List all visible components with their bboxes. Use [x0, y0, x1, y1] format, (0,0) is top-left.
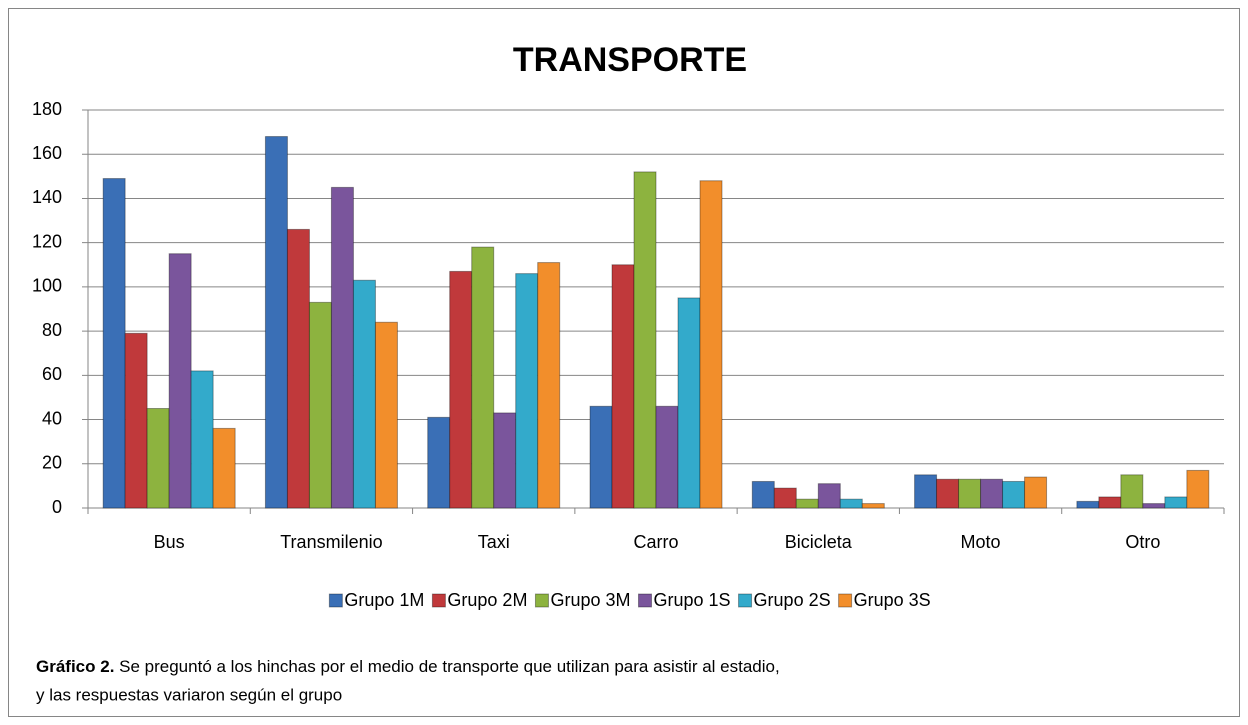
bar [611, 264, 635, 509]
legend-swatch [534, 593, 549, 608]
bar [1164, 496, 1188, 509]
bar [1024, 476, 1048, 509]
bar [817, 483, 841, 509]
bar [124, 332, 148, 509]
legend: Grupo 1M Grupo 2M Grupo 3M Grupo 1S Grupo 2S… [328, 590, 931, 610]
caption-text: Se preguntó a los hinchas por el medio d… [114, 657, 779, 676]
x-tick-label: Otro [1125, 532, 1160, 552]
bar [493, 412, 517, 509]
chart-title: TRANSPORTE [513, 41, 747, 79]
bar [1002, 480, 1026, 509]
x-tick-label: Bus [154, 532, 185, 552]
y-tick-label: 80 [42, 320, 62, 340]
bar [374, 321, 398, 509]
x-tick-label: Moto [961, 532, 1001, 552]
bar [427, 416, 451, 509]
legend-label: Grupo 2M [447, 590, 527, 610]
bar [980, 478, 1004, 509]
bar [914, 474, 938, 509]
bar [308, 301, 332, 509]
legend-label: Grupo 3M [550, 590, 630, 610]
bar [352, 279, 376, 509]
y-tick-label: 160 [32, 143, 62, 163]
y-tick-label: 100 [32, 276, 62, 296]
y-tick-label: 40 [42, 408, 62, 428]
bar [537, 262, 561, 509]
bar [515, 273, 539, 509]
bar [773, 487, 797, 509]
bar [699, 180, 723, 509]
legend-swatch [328, 593, 343, 608]
y-tick-label: 120 [32, 231, 62, 251]
bar [330, 186, 354, 509]
y-tick-label: 60 [42, 364, 62, 384]
x-tick-label: Bicicleta [785, 532, 853, 552]
legend-label: Grupo 3S [854, 590, 931, 610]
legend-swatch [431, 593, 446, 608]
bar [212, 427, 236, 509]
legend-swatch [738, 593, 753, 608]
bar [839, 498, 863, 509]
y-tick-label: 180 [32, 99, 62, 119]
legend-label: Grupo 1M [344, 590, 424, 610]
legend-swatch [638, 593, 652, 608]
bar [1120, 474, 1144, 509]
bar [861, 503, 885, 509]
y-tick-label: 140 [32, 187, 62, 207]
bar [795, 498, 819, 509]
x-tick-label: Transmilenio [280, 532, 382, 552]
caption-label: Gráfico 2. [36, 657, 114, 676]
bar [449, 270, 473, 509]
bar [264, 136, 288, 509]
bar [936, 478, 960, 509]
bar [168, 253, 192, 509]
bar [190, 370, 214, 509]
caption: Gráfico 2. Se preguntó a los hinchas por… [36, 657, 780, 676]
x-tick-label: Carro [633, 532, 678, 552]
bar [146, 408, 170, 509]
bar [1076, 500, 1100, 509]
bar [1142, 503, 1166, 509]
bar [655, 405, 679, 509]
bar [589, 405, 613, 509]
legend-swatch [838, 593, 853, 608]
y-tick-label: 0 [52, 497, 62, 517]
bar [958, 478, 982, 509]
bar [677, 297, 701, 509]
bar [286, 228, 310, 509]
caption-text: y las respuestas variaron según el grupo [36, 685, 342, 704]
bar [1098, 496, 1122, 509]
bar [1186, 469, 1210, 509]
x-tick-label: Taxi [478, 532, 510, 552]
bar [102, 178, 126, 509]
bar [633, 171, 657, 509]
y-tick-label: 20 [42, 453, 62, 473]
legend-label: Grupo 2S [754, 590, 831, 610]
bar [471, 246, 495, 509]
bar [751, 480, 775, 509]
legend-label: Grupo 1S [654, 590, 731, 610]
